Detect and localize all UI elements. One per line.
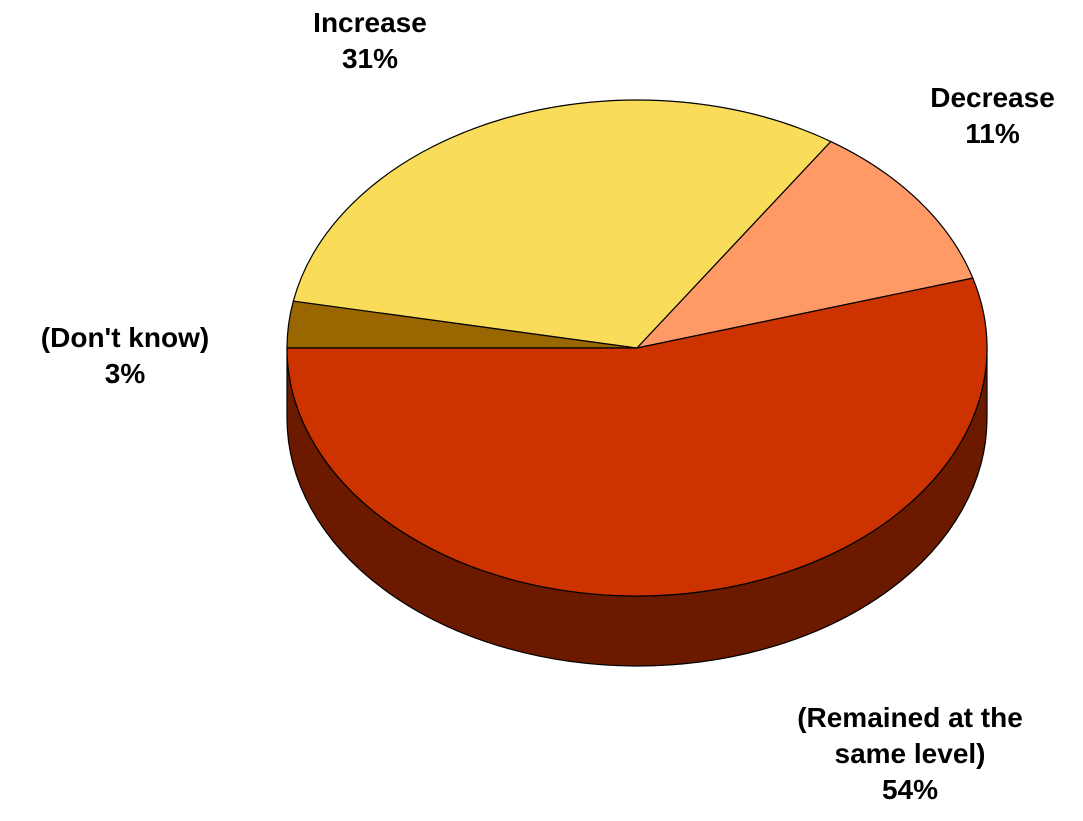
pie-slice-3 <box>286 277 988 597</box>
slice-label-remained: (Remained at the same level) 54% <box>760 700 1060 808</box>
slice-label-remained-name: (Remained at the same level) <box>797 702 1023 769</box>
pie-slice-2 <box>636 140 974 349</box>
slice-label-dont-know: (Don't know) 3% <box>5 320 245 392</box>
slice-label-decrease-name: Decrease <box>930 82 1055 113</box>
pie-top <box>286 99 988 597</box>
slice-label-dont-know-value: 3% <box>104 358 146 389</box>
slice-label-decrease-value: 11% <box>965 118 1020 149</box>
slice-label-remained-value: 54% <box>881 774 939 805</box>
slice-label-decrease: Decrease 11% <box>905 80 1080 152</box>
slice-label-increase: Increase 31% <box>280 5 460 77</box>
slice-label-increase-value: 31% <box>341 43 399 74</box>
pie-slice-1 <box>292 99 832 349</box>
slice-label-increase-name: Increase <box>313 7 427 38</box>
slice-label-dont-know-name: (Don't know) <box>40 322 210 353</box>
